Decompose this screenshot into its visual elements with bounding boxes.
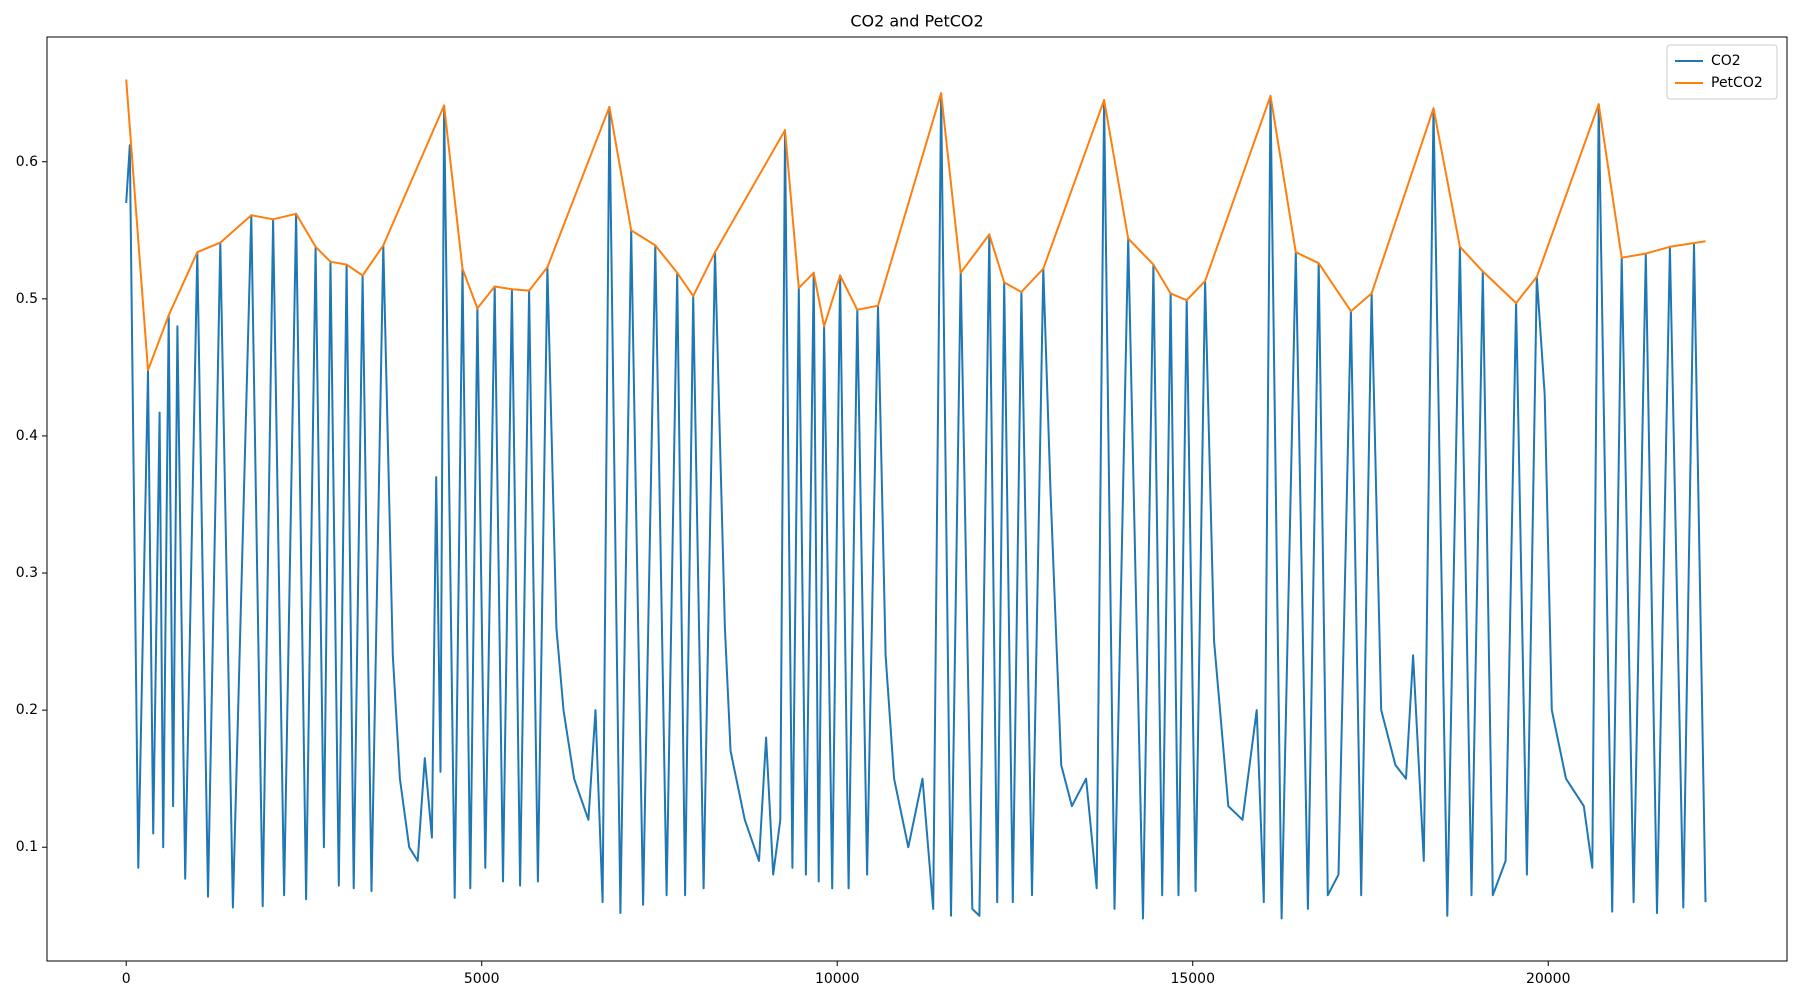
x-tick-label: 5000 [464,971,500,987]
chart-title: CO2 and PetCO2 [850,12,983,31]
plot-area [46,36,1788,962]
legend-box [1666,44,1778,100]
legend-label: PetCO2 [1711,75,1763,91]
y-tick-label: 0.5 [16,291,38,307]
x-tick-label: 20000 [1526,971,1571,987]
y-tick-label: 0.3 [16,565,38,581]
y-tick-label: 0.2 [16,702,38,718]
x-tick-label: 10000 [815,971,860,987]
y-tick-label: 0.6 [16,154,38,170]
y-tick-label: 0.1 [16,839,38,855]
x-tick-label: 0 [122,971,131,987]
line-series [125,92,1707,920]
y-tick-label: 0.4 [16,428,38,444]
x-tick-label: 15000 [1170,971,1215,987]
line-series [125,79,1706,372]
legend-label: CO2 [1711,53,1741,69]
